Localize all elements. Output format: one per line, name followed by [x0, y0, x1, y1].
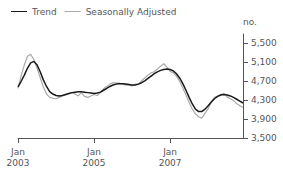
svg-text:Trend: Trend [31, 7, 57, 17]
svg-text:5,500: 5,500 [251, 38, 277, 48]
svg-text:3,900: 3,900 [251, 114, 277, 124]
svg-text:2003: 2003 [7, 158, 30, 168]
svg-text:Jan: Jan [162, 147, 177, 157]
svg-text:3,500: 3,500 [251, 133, 277, 143]
svg-text:Jan: Jan [86, 147, 101, 157]
svg-text:5,100: 5,100 [251, 57, 277, 67]
svg-text:4,300: 4,300 [251, 95, 277, 105]
svg-text:2005: 2005 [83, 158, 106, 168]
svg-text:no.: no. [243, 17, 257, 27]
svg-text:4,700: 4,700 [251, 76, 277, 86]
svg-text:Seasonally Adjusted: Seasonally Adjusted [86, 7, 177, 17]
svg-text:Jan: Jan [10, 147, 25, 157]
svg-text:2007: 2007 [159, 158, 182, 168]
